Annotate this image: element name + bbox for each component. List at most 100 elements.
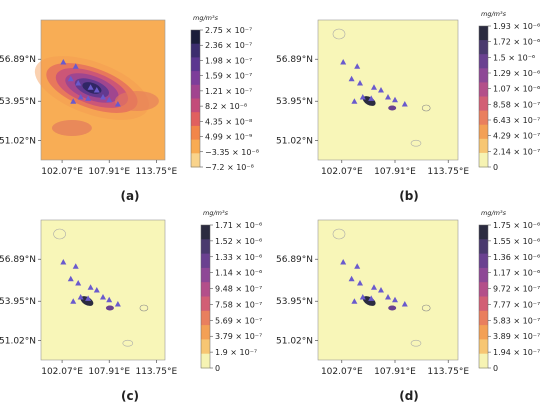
station-marker <box>359 94 366 100</box>
colorbar-tick-label: 1.93 × 10⁻⁶ <box>493 22 540 31</box>
hotspot <box>421 104 431 112</box>
panel-label: (c) <box>121 389 139 403</box>
y-tick-label: 53.95°N <box>276 297 313 307</box>
station-marker <box>72 63 79 69</box>
colorbar-segment <box>201 353 210 369</box>
station-marker <box>354 63 361 69</box>
hotspot <box>410 139 422 147</box>
colorbar-segment <box>479 96 488 112</box>
panel-label: (a) <box>120 189 139 203</box>
colorbar-segment <box>479 152 488 168</box>
station-marker <box>67 75 74 82</box>
station-marker <box>385 94 391 100</box>
hotspot <box>80 296 94 306</box>
station-marker <box>351 298 358 304</box>
plume-contour <box>114 91 159 111</box>
station-marker <box>114 101 121 107</box>
colorbar-tick-label: 1.14 × 10⁻⁶ <box>215 269 262 278</box>
station-marker <box>378 287 384 293</box>
map-area <box>317 19 459 161</box>
colorbar-segment <box>479 110 488 126</box>
colorbar-segment <box>201 325 210 340</box>
colorbar-segment <box>479 225 488 240</box>
colorbar-tick-label: 1.94 × 10⁻⁷ <box>493 348 540 357</box>
colorbar-segment <box>201 339 210 355</box>
hotspot <box>53 228 66 240</box>
colorbar-segment <box>201 267 210 283</box>
colorbar-segment <box>201 239 210 255</box>
station-marker <box>60 259 67 265</box>
hotspot <box>421 304 431 312</box>
y-tick-label: 51.02°N <box>276 136 313 146</box>
colorbar: 1.71 × 10⁻⁶ 1.52 × 10⁻⁶ 1.33 × 10⁻⁶ 1.14 × … <box>200 209 262 373</box>
colorbar-frame <box>478 25 489 168</box>
colorbar-tick-label: 1.29 × 10⁻⁶ <box>493 69 540 78</box>
colorbar-tick-label: 0 <box>493 163 498 172</box>
colorbar-segment <box>201 310 210 326</box>
station-marker <box>87 284 94 290</box>
colorbar-segment <box>201 225 210 240</box>
station-marker <box>340 59 347 65</box>
station-marker <box>392 296 398 303</box>
station-marker <box>357 280 363 286</box>
colorbar-tick-label: 7.77 × 10⁻⁷ <box>493 300 540 309</box>
hotspot <box>388 305 397 311</box>
colorbar-segment <box>191 153 200 168</box>
station-marker <box>359 294 366 300</box>
colorbar-segment <box>479 310 488 326</box>
station-marker <box>75 80 82 86</box>
x-tick-label: 113.75°E <box>427 167 469 177</box>
colorbar-segment <box>479 267 488 283</box>
colorbar-tick-label: 1.72 × 10⁻⁶ <box>493 38 540 47</box>
station-marker <box>77 94 84 100</box>
station-marker <box>368 295 375 301</box>
colorbar-segment <box>479 282 488 297</box>
colorbar-unit: mg/m³s <box>193 14 219 22</box>
colorbar-segment <box>479 124 488 140</box>
colorbar-segment <box>191 30 200 45</box>
colorbar-segment <box>191 98 200 113</box>
station-marker <box>93 87 100 93</box>
station-marker <box>100 94 106 100</box>
panel-label: (d) <box>399 389 419 403</box>
y-tick-label: 56.89°N <box>0 55 36 65</box>
colorbar-tick-label: 2.75 × 10⁻⁷ <box>205 26 252 35</box>
colorbar-tick-label: 1.52 × 10⁻⁶ <box>215 237 262 246</box>
colorbar-unit: mg/m³s <box>481 209 507 217</box>
station-marker <box>348 275 355 282</box>
map-area <box>40 219 166 361</box>
panel-3: 56.89°N 53.95°N 51.02°N 102.07°E 107.91°E 113… <box>0 209 262 403</box>
colorbar-tick-label: −3.35 × 10⁻⁸ <box>205 148 259 157</box>
colorbar-tick-label: 2.36 × 10⁻⁷ <box>205 41 252 50</box>
colorbar-segment <box>201 296 210 312</box>
colorbar-tick-label: 1.17 × 10⁻⁶ <box>493 269 540 278</box>
y-tick-label: 51.02°N <box>276 336 313 346</box>
station-marker <box>385 294 391 300</box>
station-marker <box>351 98 358 104</box>
colorbar-segment <box>201 282 210 297</box>
colorbar-segment <box>479 68 488 83</box>
colorbar-tick-label: 7.58 × 10⁻⁷ <box>215 300 262 309</box>
colorbar-segment <box>191 43 200 58</box>
map-area <box>317 219 459 361</box>
y-tick-label: 56.89°N <box>276 55 313 65</box>
colorbar-tick-label: 5.83 × 10⁻⁷ <box>493 316 540 325</box>
station-marker <box>67 275 74 282</box>
x-tick-label: 113.75°E <box>427 367 469 377</box>
colorbar-segment <box>191 125 200 141</box>
colorbar-unit: mg/m³s <box>203 209 229 217</box>
colorbar: 2.75 × 10⁻⁷ 2.36 × 10⁻⁷ 1.98 × 10⁻⁷ 1.59 × … <box>190 14 259 172</box>
station-marker <box>106 296 113 303</box>
station-marker <box>106 96 113 103</box>
colorbar-segment <box>191 57 200 72</box>
station-marker <box>72 263 79 269</box>
station-marker <box>87 84 94 90</box>
colorbar-segment <box>479 26 488 41</box>
station-marker <box>401 301 408 307</box>
x-tick-label: 113.75°E <box>135 367 177 377</box>
colorbar-segment <box>479 40 488 55</box>
colorbar-unit: mg/m³s <box>481 10 507 18</box>
station-marker <box>70 98 77 104</box>
colorbar-segment <box>191 139 200 154</box>
colorbar-tick-label: 9.72 × 10⁻⁷ <box>493 285 540 294</box>
